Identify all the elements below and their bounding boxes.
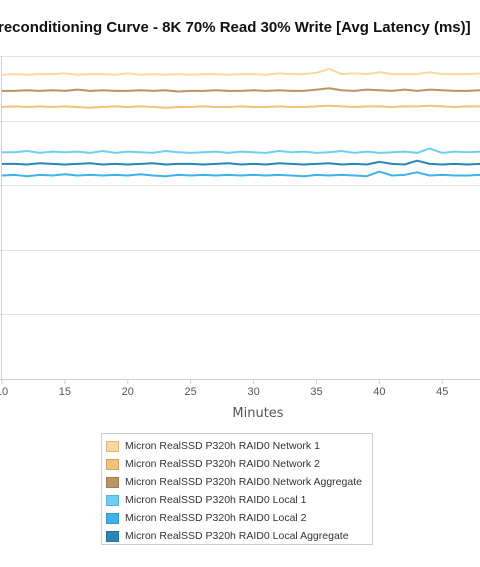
legend: Micron RealSSD P320h RAID0 Network 1 Micr… — [101, 433, 373, 545]
x-tick-label: 35 — [310, 386, 322, 398]
legend-swatch — [106, 512, 119, 524]
series-lines — [1, 67, 480, 178]
legend-item[interactable]: Micron RealSSD P320h RAID0 Local 2 — [106, 509, 368, 527]
series-line-2 — [1, 104, 480, 109]
x-tick-label: 40 — [373, 386, 385, 398]
x-tick-label: 45 — [436, 386, 448, 398]
legend-item[interactable]: Micron RealSSD P320h RAID0 Network Aggre… — [106, 473, 368, 491]
x-tick-label: 20 — [122, 386, 134, 398]
x-tick-label: 25 — [185, 386, 197, 398]
legend-label: Micron RealSSD P320h RAID0 Local Aggrega… — [125, 530, 349, 542]
series-line-5 — [1, 170, 480, 178]
series-line-1 — [1, 67, 480, 76]
grid-lines — [0, 56, 480, 380]
legend-item[interactable]: Micron RealSSD P320h RAID0 Local 1 — [106, 491, 368, 509]
legend-swatch — [106, 440, 119, 452]
legend-swatch — [106, 494, 119, 506]
x-tick-label: 30 — [247, 386, 259, 398]
legend-swatch — [106, 530, 119, 542]
legend-swatch — [106, 476, 119, 488]
series-line-6 — [2, 159, 480, 166]
x-axis-label: Minutes — [232, 406, 283, 421]
x-tick-label: 10 — [0, 386, 8, 398]
legend-label: Micron RealSSD P320h RAID0 Local 2 — [125, 512, 307, 524]
chart-title: Preconditioning Curve - 8K 70% Read 30% … — [0, 19, 471, 36]
legend-label: Micron RealSSD P320h RAID0 Network 2 — [125, 458, 320, 470]
series-line-4 — [2, 147, 480, 154]
series-line-3 — [2, 87, 480, 93]
legend-item[interactable]: Micron RealSSD P320h RAID0 Local Aggrega… — [106, 527, 368, 545]
x-tick-label: 15 — [59, 386, 71, 398]
x-axis: 10 15 20 25 30 35 40 45 — [0, 379, 480, 398]
legend-swatch — [106, 458, 119, 470]
legend-label: Micron RealSSD P320h RAID0 Network 1 — [125, 440, 320, 452]
legend-label: Micron RealSSD P320h RAID0 Local 1 — [125, 494, 307, 506]
legend-item[interactable]: Micron RealSSD P320h RAID0 Network 2 — [106, 455, 368, 473]
legend-item[interactable]: Micron RealSSD P320h RAID0 Network 1 — [106, 437, 368, 455]
legend-label: Micron RealSSD P320h RAID0 Network Aggre… — [125, 476, 362, 488]
